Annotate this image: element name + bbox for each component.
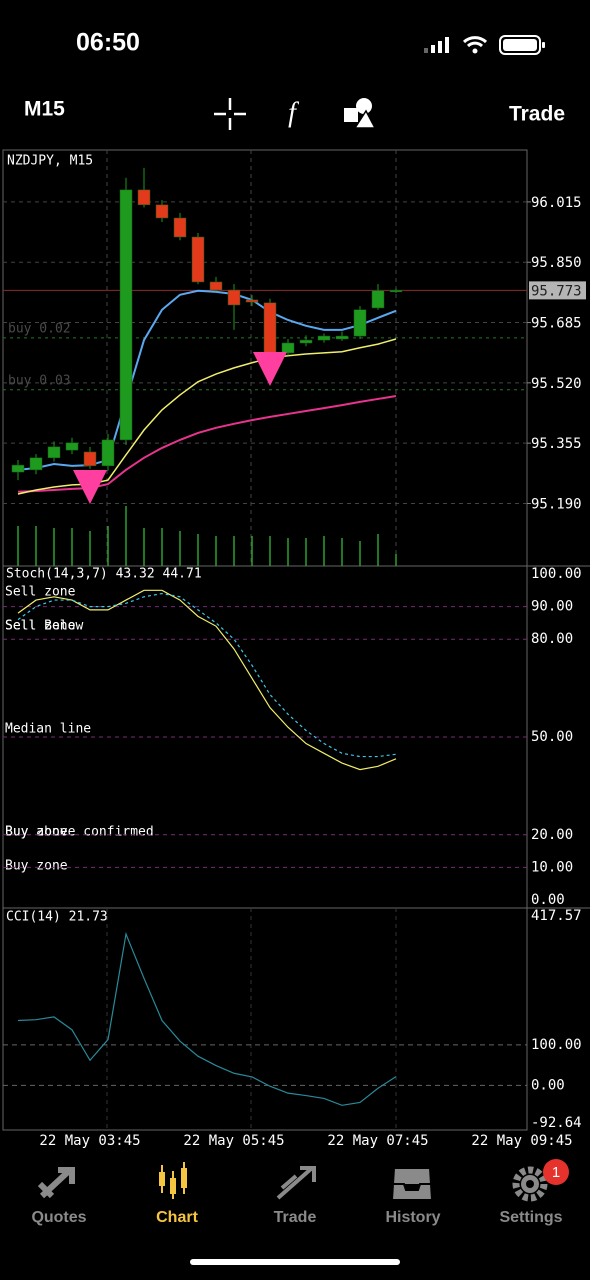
y-tick-label: 96.015 [531, 195, 582, 211]
zone-label: Median line [5, 722, 91, 737]
symbol: NZDJPY, M15 [7, 154, 93, 169]
y-tick-label: 95.190 [531, 496, 582, 512]
candle-body [389, 290, 403, 293]
candle-body [83, 451, 97, 467]
history-icon [390, 1167, 434, 1201]
candle-body [209, 281, 223, 291]
objects-button[interactable] [344, 98, 377, 129]
candle-body [281, 342, 295, 354]
candle-body [299, 339, 313, 344]
stoch-main [17, 589, 397, 771]
current-price: 95.773 [531, 283, 582, 299]
zone-label: Sell zone [5, 585, 76, 600]
sell-arrow [73, 470, 107, 504]
timeframe[interactable]: M15 [24, 98, 65, 121]
candle-body [191, 236, 205, 283]
y-tick-label: 95.685 [531, 316, 582, 332]
candle-body [173, 217, 187, 238]
stoch-signal [17, 592, 397, 758]
y-tick-label: 90.00 [531, 599, 573, 615]
y-tick-label: 95.850 [531, 255, 582, 271]
candle-body [245, 299, 259, 303]
y-tick-label: 100.00 [531, 1037, 582, 1053]
y-tick-label: 20.00 [531, 827, 573, 843]
quotes-icon [37, 1167, 75, 1199]
current-price-box [529, 281, 586, 300]
trade-button[interactable]: Trade [509, 103, 565, 126]
y-tick-label: 80.00 [531, 631, 573, 647]
crosshair-button[interactable] [214, 98, 246, 130]
status-time: 06:50 [76, 29, 140, 57]
candle-body [263, 302, 277, 356]
y-tick-label: 100.00 [531, 566, 582, 582]
time-label: 22 May 03:45 [39, 1133, 140, 1149]
cci-title: CCI(14) 21.73 [6, 910, 108, 925]
time-label: 22 May 07:45 [327, 1133, 428, 1149]
badge-count: 1 [552, 1164, 560, 1181]
ma-slow [17, 395, 397, 493]
zone-label: Sell zone [5, 619, 76, 634]
tab-label[interactable]: Trade [274, 1209, 317, 1226]
tab-label[interactable]: Chart [156, 1209, 198, 1226]
settings-icon [526, 1180, 534, 1188]
cci-line [17, 931, 397, 1106]
zone-label: Sell Below [5, 619, 83, 634]
candle-body [137, 189, 151, 206]
tab-label[interactable]: Quotes [31, 1209, 86, 1226]
candle-body [65, 442, 79, 451]
y-tick-label: -92.64 [531, 1115, 582, 1131]
candle-body [119, 189, 133, 441]
tab-label[interactable]: History [385, 1209, 440, 1226]
y-tick-label: 417.57 [531, 908, 582, 924]
chart-icon [159, 1162, 187, 1199]
y-tick-label: 0.00 [531, 892, 565, 908]
order-label: buy 0.03 [8, 373, 71, 388]
candle-body [353, 309, 367, 337]
candle-body [335, 335, 349, 340]
time-label: 22 May 05:45 [183, 1133, 284, 1149]
zone-label: Buy above confirmed [5, 825, 154, 840]
y-tick-label: 95.520 [531, 376, 582, 392]
candle-body [155, 204, 169, 219]
sell-arrow [253, 352, 287, 386]
indicators-button[interactable]: f [288, 97, 299, 128]
settings-icon [512, 1166, 548, 1202]
trade-icon [276, 1166, 316, 1200]
candle-body [11, 464, 25, 473]
zone-label: Buy zone [5, 859, 68, 874]
y-tick-label: 0.00 [531, 1077, 565, 1093]
candle-body [101, 439, 115, 467]
candle-body [29, 457, 43, 471]
zone-label: Buy zone [5, 825, 68, 840]
y-tick-label: 10.00 [531, 859, 573, 875]
status-icons [424, 35, 545, 55]
time-label: 22 May 09:45 [471, 1133, 572, 1149]
badge [543, 1159, 569, 1185]
ma-fast [17, 289, 397, 471]
candle-body [227, 289, 241, 306]
tab-label[interactable]: Settings [499, 1209, 562, 1226]
candle-body [317, 335, 331, 341]
chart-frame [2, 149, 528, 1131]
tab-bar: 1 Quotes Chart Trade History Settings [31, 1159, 569, 1226]
home-indicator [190, 1259, 400, 1265]
stoch-title: Stoch(14,3,7) 43.32 44.71 [6, 567, 202, 582]
y-tick-label: 50.00 [531, 729, 573, 745]
candle-body [47, 446, 61, 459]
candle-body [371, 290, 385, 309]
order-label: buy 0.02 [8, 321, 71, 336]
y-tick-label: 95.355 [531, 436, 582, 452]
